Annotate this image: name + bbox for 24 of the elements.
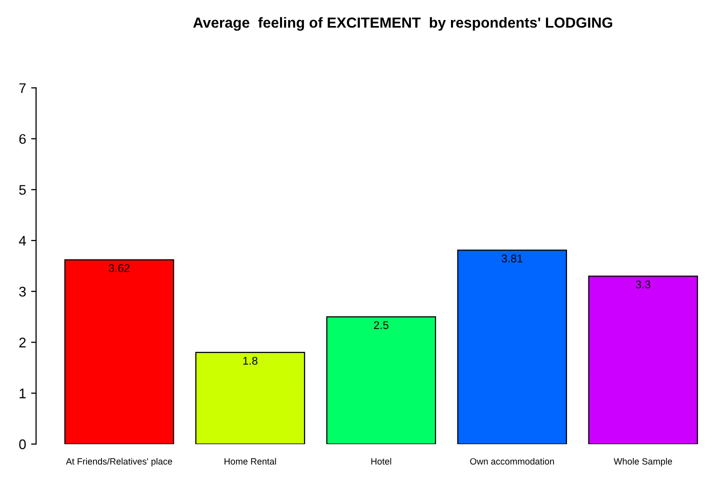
x-tick-label: Whole Sample [614, 458, 672, 466]
y-tick-label: 6 [19, 134, 26, 144]
y-tick-label: 7 [19, 83, 26, 93]
bar [457, 250, 568, 444]
y-tick-label: 0 [19, 439, 26, 450]
data-label: 3.62 [108, 264, 130, 272]
data-label: 2.5 [374, 321, 388, 330]
chart-title: Average feeling of EXCITEMENT by respondents' LODGING [193, 17, 612, 31]
x-tick-label: Hotel [371, 458, 392, 465]
y-tick-label: 3 [19, 286, 26, 297]
bar [326, 316, 436, 444]
y-tick-label: 1 [20, 388, 26, 398]
data-label: 1.8 [243, 356, 258, 365]
data-label: 3.3 [636, 280, 650, 288]
x-tick-label: At Friends/Relatives' place [66, 458, 172, 466]
bar [64, 259, 174, 444]
bar [588, 276, 698, 444]
y-tick-label: 2 [19, 338, 26, 348]
x-tick-label: Own accommodation [470, 458, 554, 465]
bar [195, 352, 306, 444]
x-tick-label: Home Rental [224, 458, 276, 465]
y-tick-label: 4 [18, 236, 26, 246]
y-tick-label: 5 [19, 185, 26, 195]
data-label: 3.81 [502, 254, 522, 262]
